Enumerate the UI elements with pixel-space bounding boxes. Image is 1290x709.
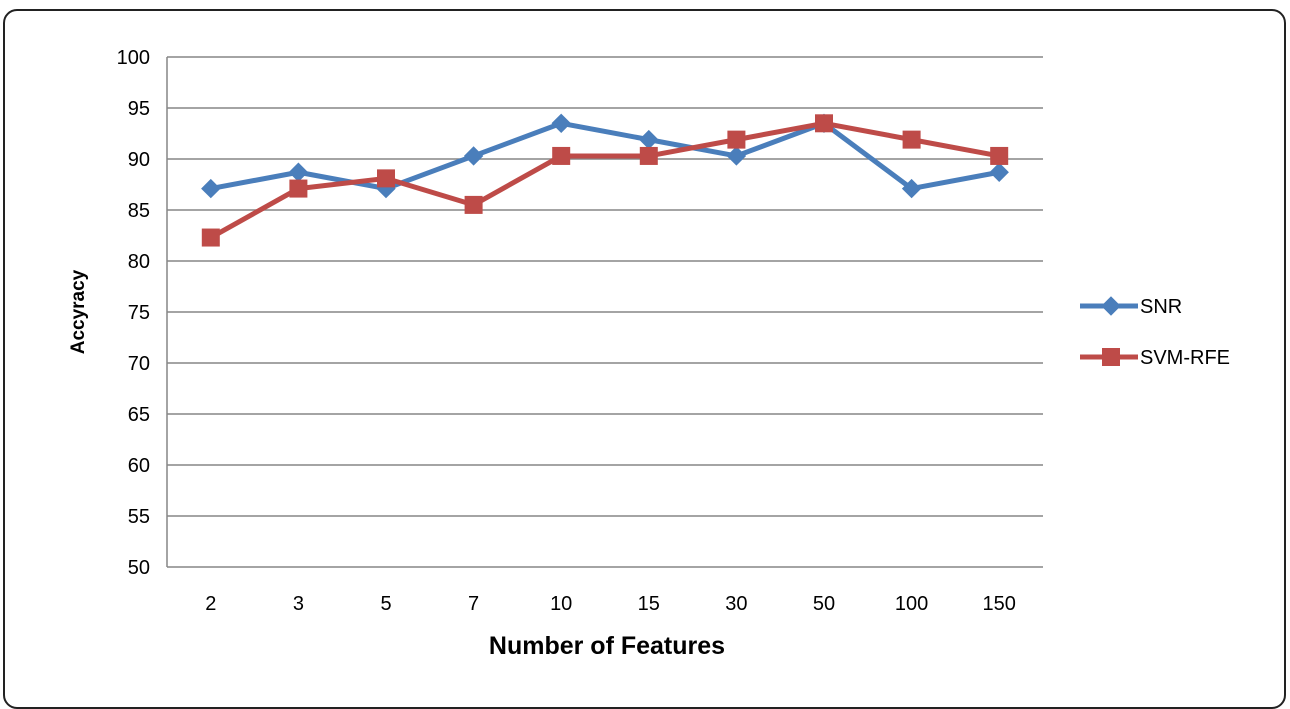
legend-marker (1101, 296, 1121, 316)
data-point-svm-rfe (201, 228, 220, 247)
data-point-snr (463, 146, 484, 166)
y-tick-label: 80 (128, 251, 150, 273)
x-axis-title: Number of Features (489, 632, 725, 660)
y-axis-title: Accyracy (68, 269, 89, 354)
series-group (201, 113, 1009, 247)
y-tick-label: 55 (128, 506, 150, 528)
gridlines (166, 56, 1043, 568)
x-tick-label: 50 (813, 593, 835, 615)
x-tick-label: 15 (638, 593, 660, 615)
series-line-snr (210, 120, 1000, 192)
legend-marker (1102, 348, 1120, 366)
data-point-snr (551, 113, 571, 134)
data-point-snr (288, 162, 309, 182)
x-tick-label: 30 (725, 593, 747, 615)
legend: SNR SVM-RFE (1080, 296, 1230, 369)
y-tick-label: 95 (128, 98, 150, 120)
data-point-svm-rfe (464, 195, 483, 214)
x-tick-label: 10 (550, 593, 572, 615)
data-point-snr (726, 146, 747, 166)
legend-label: SVM-RFE (1140, 347, 1230, 369)
x-tick-label: 150 (983, 593, 1016, 615)
y-tick-label: 70 (128, 353, 150, 375)
y-tick-label: 90 (128, 149, 150, 171)
y-tick-label: 85 (128, 200, 150, 222)
data-point-svm-rfe (289, 179, 308, 198)
line-chart: 50 55 60 65 70 75 80 85 90 95 100 2 3 5 7 10 15 30 50 100 1… (68, 47, 1230, 660)
data-point-svm-rfe (639, 146, 658, 165)
data-point-snr (201, 178, 221, 199)
x-tick-label: 7 (468, 593, 479, 615)
y-tick-label: 100 (117, 47, 150, 69)
x-tick-label: 5 (380, 593, 391, 615)
y-tick-label: 75 (128, 302, 150, 324)
series-line-svm-rfe (209, 120, 1000, 240)
data-point-snr (639, 129, 659, 150)
y-tick-label: 60 (128, 455, 150, 477)
data-point-svm-rfe (902, 130, 921, 149)
data-point-snr (989, 162, 1009, 182)
data-point-svm-rfe (990, 146, 1009, 165)
data-point-svm-rfe (552, 146, 571, 165)
data-point-svm-rfe (727, 130, 746, 149)
data-point-svm-rfe (815, 114, 833, 133)
y-tick-label: 65 (128, 404, 150, 426)
x-tick-label: 2 (205, 593, 216, 615)
x-tick-label: 3 (293, 593, 304, 615)
x-axis-ticks: 2 3 5 7 10 15 30 50 100 150 (205, 593, 1016, 615)
y-tick-label: 50 (128, 557, 150, 579)
data-point-svm-rfe (377, 169, 395, 188)
y-axis-ticks: 50 55 60 65 70 75 80 85 90 95 100 (117, 47, 150, 579)
legend-label: SNR (1140, 296, 1182, 318)
data-point-snr (901, 178, 922, 199)
x-tick-label: 100 (895, 593, 928, 615)
